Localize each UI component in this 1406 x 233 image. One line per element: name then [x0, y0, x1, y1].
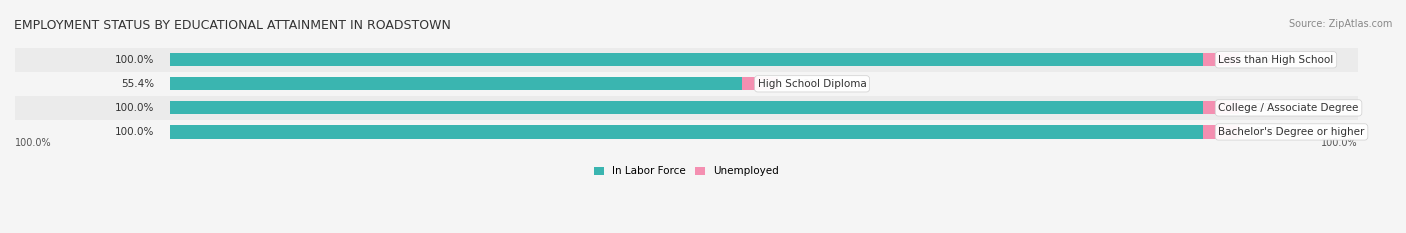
Bar [170, 53, 1204, 66]
Bar [170, 101, 1204, 114]
Bar [1204, 125, 1239, 139]
Text: 100.0%: 100.0% [115, 127, 155, 137]
Text: 100.0%: 100.0% [115, 103, 155, 113]
Bar [170, 77, 742, 90]
Bar [1204, 101, 1239, 114]
Bar [15, 72, 1358, 96]
Text: 100.0%: 100.0% [15, 138, 52, 148]
Bar [15, 48, 1358, 72]
Text: 0.0%: 0.0% [1254, 103, 1281, 113]
Bar [170, 125, 1204, 139]
Text: 55.4%: 55.4% [121, 79, 155, 89]
Text: Bachelor's Degree or higher: Bachelor's Degree or higher [1219, 127, 1365, 137]
Text: 0.0%: 0.0% [1254, 55, 1281, 65]
Bar [15, 96, 1358, 120]
Bar [15, 120, 1358, 144]
Text: 0.0%: 0.0% [794, 79, 820, 89]
Bar [1204, 53, 1239, 66]
Legend: In Labor Force, Unemployed: In Labor Force, Unemployed [589, 162, 783, 181]
Bar [742, 77, 779, 90]
Text: 0.0%: 0.0% [1254, 127, 1281, 137]
Text: 100.0%: 100.0% [1322, 138, 1358, 148]
Text: 100.0%: 100.0% [115, 55, 155, 65]
Text: Less than High School: Less than High School [1219, 55, 1333, 65]
Text: High School Diploma: High School Diploma [758, 79, 866, 89]
Text: Source: ZipAtlas.com: Source: ZipAtlas.com [1288, 19, 1392, 29]
Text: College / Associate Degree: College / Associate Degree [1219, 103, 1358, 113]
Text: EMPLOYMENT STATUS BY EDUCATIONAL ATTAINMENT IN ROADSTOWN: EMPLOYMENT STATUS BY EDUCATIONAL ATTAINM… [14, 19, 451, 32]
